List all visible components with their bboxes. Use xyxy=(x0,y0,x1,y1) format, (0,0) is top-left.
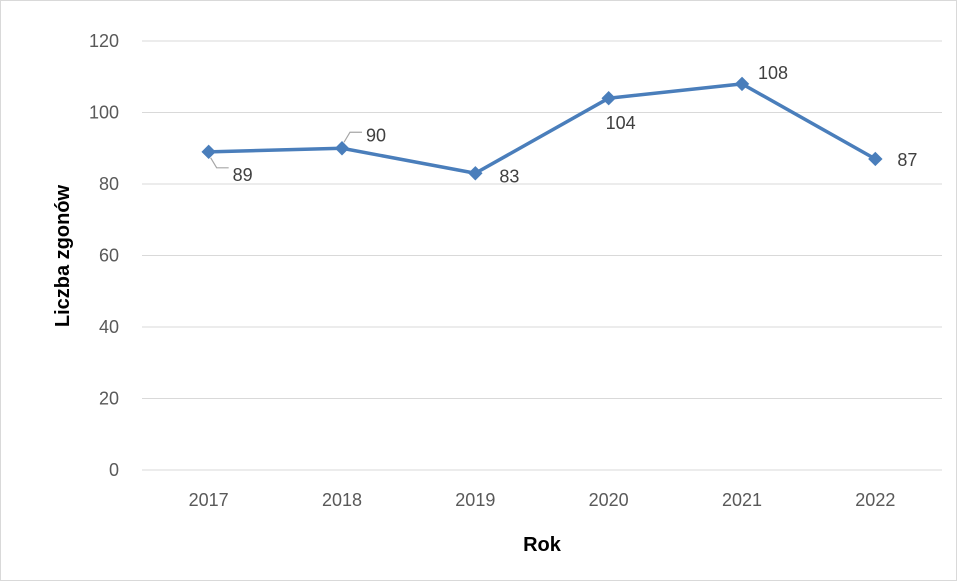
x-tick-label: 2017 xyxy=(189,490,229,510)
y-tick-label: 60 xyxy=(99,246,119,266)
data-label: 104 xyxy=(606,113,636,133)
data-point-marker xyxy=(734,76,750,92)
leader-line xyxy=(210,157,229,169)
x-tick-labels: 2017 2018 2019 2020 2021 2022 xyxy=(189,490,896,510)
data-label: 108 xyxy=(758,63,788,83)
data-point-marker xyxy=(868,151,883,167)
series-polyline xyxy=(208,82,877,176)
y-tick-label: 40 xyxy=(99,317,119,337)
data-point-marker xyxy=(334,141,350,156)
x-tick-label: 2019 xyxy=(455,490,495,510)
label-leader-lines xyxy=(210,131,362,169)
x-tick-label: 2022 xyxy=(855,490,895,510)
x-axis-title: Rok xyxy=(523,534,562,556)
x-tick-label: 2018 xyxy=(322,490,362,510)
y-tick-label: 20 xyxy=(99,389,119,409)
data-point-marker xyxy=(201,144,216,160)
data-label: 89 xyxy=(233,165,253,185)
x-tick-label: 2020 xyxy=(589,490,629,510)
x-tick-label: 2021 xyxy=(722,490,762,510)
data-label: 87 xyxy=(897,150,917,170)
data-labels: 89 90 83 104 108 87 xyxy=(233,63,918,186)
y-tick-label: 0 xyxy=(109,460,119,480)
data-label: 90 xyxy=(366,125,386,145)
series-line xyxy=(208,82,877,176)
y-tick-labels: 0 20 40 60 80 100 120 xyxy=(89,31,119,480)
data-markers xyxy=(201,76,883,181)
y-tick-label: 80 xyxy=(99,174,119,194)
data-point-marker xyxy=(601,90,616,106)
y-tick-label: 100 xyxy=(89,103,119,123)
y-tick-label: 120 xyxy=(89,31,119,51)
leader-line xyxy=(343,131,362,143)
y-axis-title: Liczba zgonów xyxy=(52,184,74,327)
gridlines xyxy=(142,40,942,471)
data-label: 83 xyxy=(499,166,519,186)
data-point-marker xyxy=(468,166,483,181)
